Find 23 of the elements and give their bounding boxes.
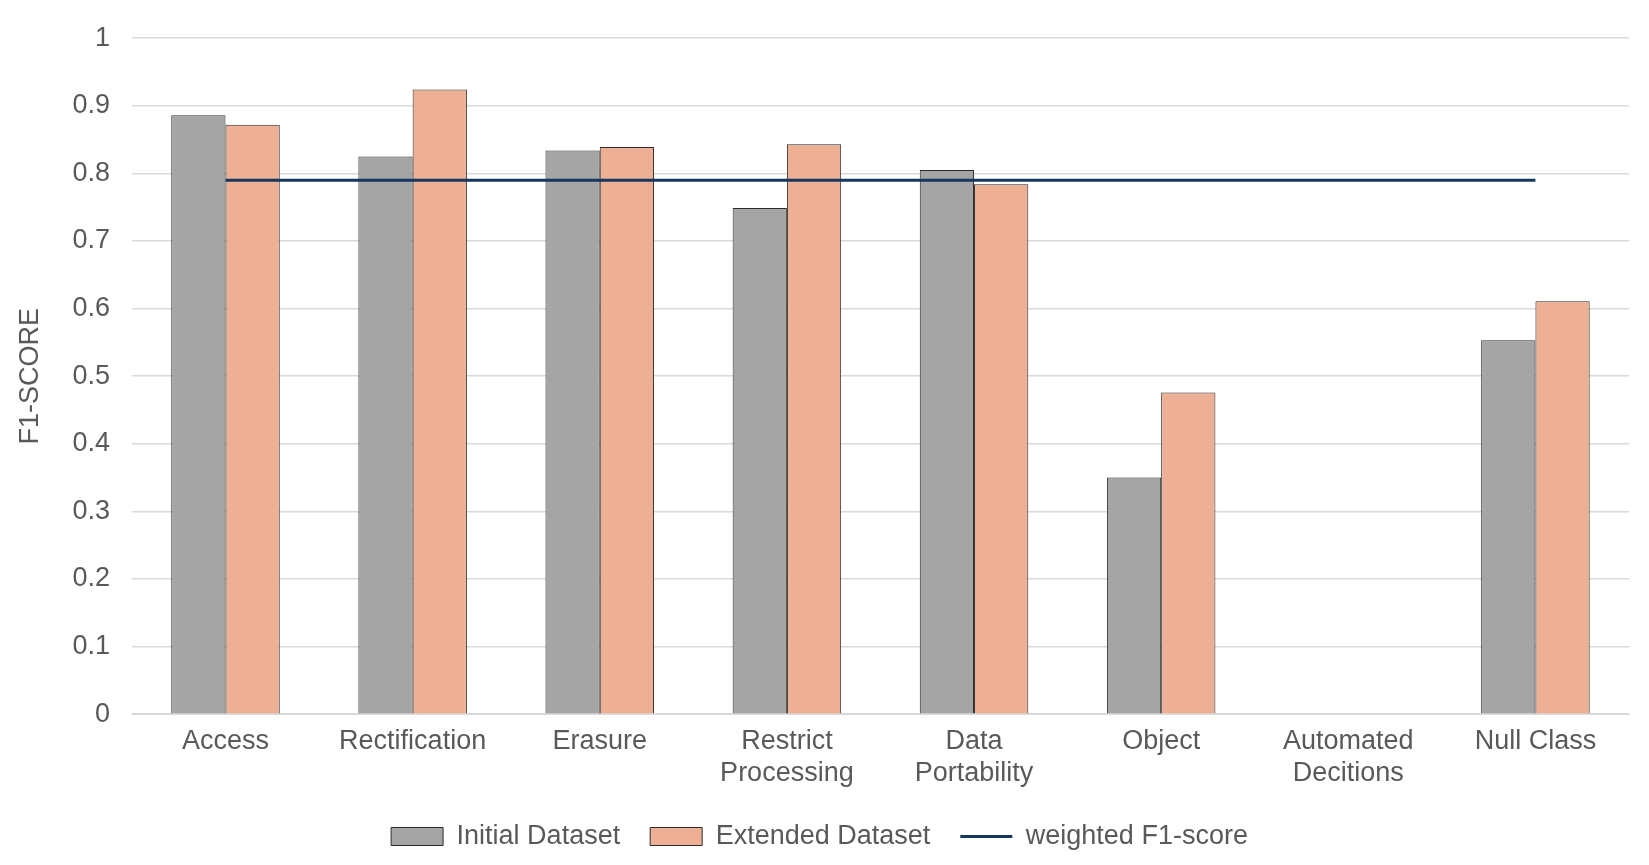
x-tick-label: Automated Decitions (1283, 724, 1414, 788)
x-tick-label: Restrict Processing (720, 724, 854, 788)
y-tick-label: 0.8 (72, 156, 110, 187)
y-tick-label: 0.7 (72, 224, 110, 255)
legend-label: Extended Dataset (715, 819, 931, 850)
y-tick-label: 0.3 (72, 494, 110, 525)
y-axis-title: F1-SCORE (13, 307, 44, 445)
x-tick-label: Rectification (339, 724, 487, 755)
y-tick-label: 0.6 (72, 292, 110, 323)
y-tick-label: 0.4 (72, 427, 110, 458)
x-tick-label: Object (1122, 724, 1201, 755)
legend-label: weighted F1-score (1024, 819, 1248, 850)
x-tick-label: Null Class (1474, 724, 1597, 755)
y-tick-label: 0.5 (72, 359, 110, 390)
y-tick-label: 0.2 (72, 562, 110, 593)
x-tick-label: Access (181, 724, 270, 755)
y-tick-label: 1 (94, 21, 110, 52)
y-tick-label: 0.9 (72, 89, 110, 120)
y-tick-label: 0 (94, 697, 110, 728)
x-tick-label: Erasure (552, 724, 648, 755)
legend-label: Initial Dataset (456, 819, 621, 850)
x-tick-label: Data Portability (914, 724, 1034, 788)
y-tick-label: 0.1 (72, 630, 110, 661)
